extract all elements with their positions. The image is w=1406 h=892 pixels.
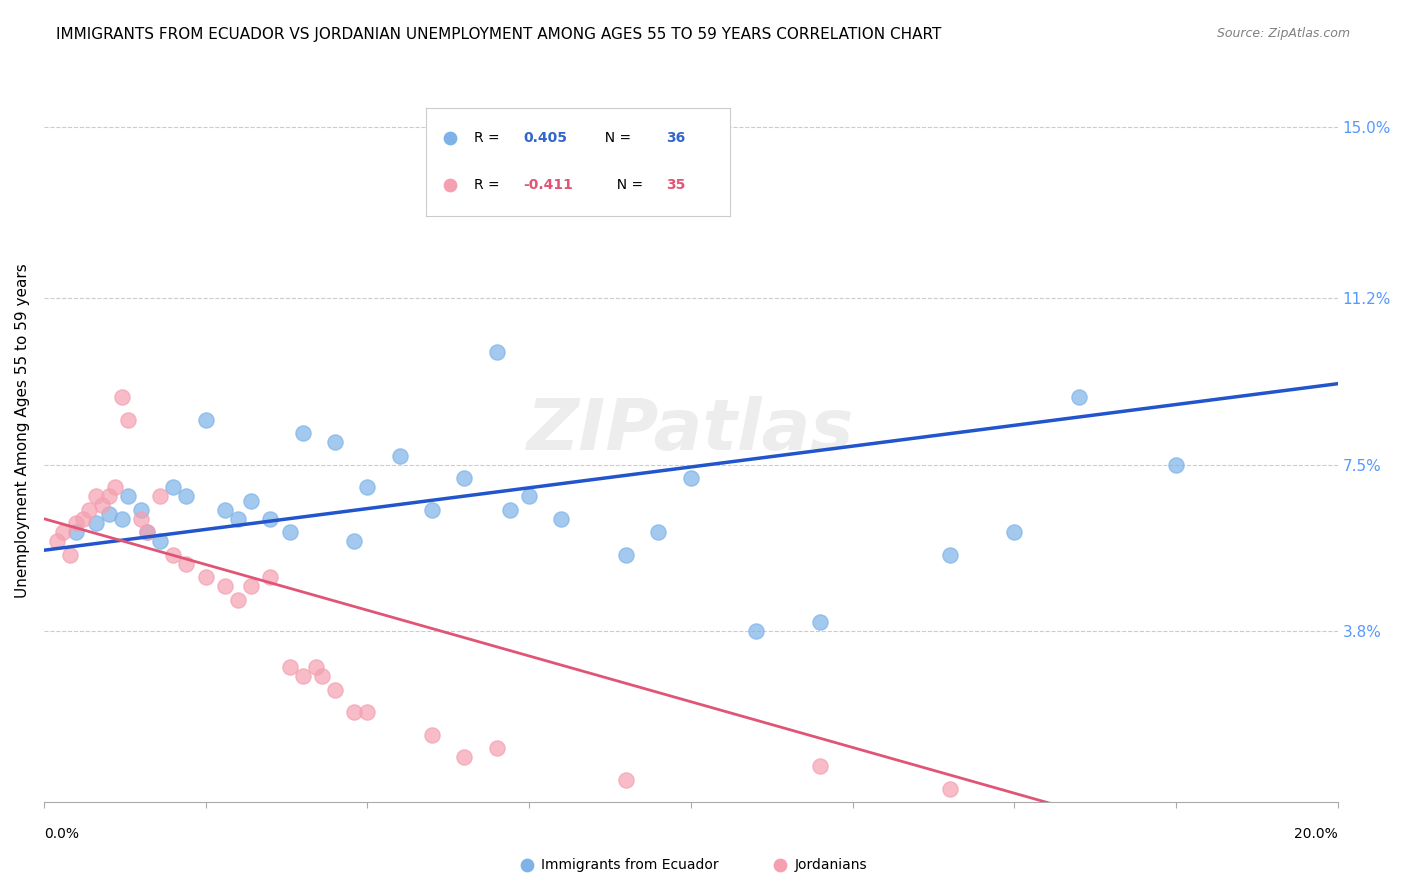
Point	[343, 706, 366, 720]
Point	[84, 516, 107, 531]
Point	[174, 557, 197, 571]
Point	[614, 548, 637, 562]
Text: Jordanians: Jordanians	[794, 858, 868, 872]
Point	[65, 525, 87, 540]
Point	[420, 728, 443, 742]
Point	[77, 502, 100, 516]
Point	[278, 660, 301, 674]
Point	[485, 741, 508, 756]
Point	[304, 660, 326, 674]
Point	[149, 489, 172, 503]
Point	[323, 435, 346, 450]
Point	[129, 512, 152, 526]
Point	[453, 471, 475, 485]
Point	[311, 669, 333, 683]
Point	[499, 502, 522, 516]
Point	[808, 759, 831, 773]
Point	[97, 507, 120, 521]
Point	[104, 480, 127, 494]
Point	[239, 579, 262, 593]
Point	[52, 525, 75, 540]
Point	[72, 512, 94, 526]
Point	[614, 772, 637, 787]
Point	[744, 624, 766, 639]
Point	[59, 548, 82, 562]
Text: Immigrants from Ecuador: Immigrants from Ecuador	[541, 858, 718, 872]
Point	[356, 480, 378, 494]
Point	[517, 489, 540, 503]
Text: 0.0%: 0.0%	[44, 827, 79, 841]
Point	[162, 548, 184, 562]
Point	[516, 858, 538, 872]
Point	[65, 516, 87, 531]
Point	[117, 489, 139, 503]
Text: ZIPatlas: ZIPatlas	[527, 396, 855, 466]
Point	[136, 525, 159, 540]
Point	[938, 548, 960, 562]
Point	[194, 570, 217, 584]
Point	[550, 512, 572, 526]
Point	[291, 426, 314, 441]
Point	[117, 413, 139, 427]
Point	[162, 480, 184, 494]
Point	[149, 534, 172, 549]
Point	[291, 669, 314, 683]
Point	[226, 512, 249, 526]
Y-axis label: Unemployment Among Ages 55 to 59 years: Unemployment Among Ages 55 to 59 years	[15, 263, 30, 599]
Point	[808, 615, 831, 630]
Point	[356, 706, 378, 720]
Point	[1002, 525, 1025, 540]
Point	[769, 858, 792, 872]
Point	[214, 502, 236, 516]
Point	[136, 525, 159, 540]
Point	[110, 390, 132, 404]
Point	[1164, 458, 1187, 472]
Point	[84, 489, 107, 503]
Point	[91, 498, 114, 512]
Point	[485, 345, 508, 359]
Point	[647, 525, 669, 540]
Point	[97, 489, 120, 503]
Point	[259, 570, 281, 584]
Point	[323, 682, 346, 697]
Point	[343, 534, 366, 549]
Point	[1067, 390, 1090, 404]
Point	[194, 413, 217, 427]
Point	[174, 489, 197, 503]
Point	[453, 750, 475, 764]
Point	[214, 579, 236, 593]
Point	[226, 592, 249, 607]
Point	[420, 502, 443, 516]
Point	[129, 502, 152, 516]
Text: IMMIGRANTS FROM ECUADOR VS JORDANIAN UNEMPLOYMENT AMONG AGES 55 TO 59 YEARS CORR: IMMIGRANTS FROM ECUADOR VS JORDANIAN UNE…	[56, 27, 942, 42]
Point	[110, 512, 132, 526]
Point	[679, 471, 702, 485]
Point	[45, 534, 67, 549]
Point	[938, 781, 960, 796]
Point	[388, 449, 411, 463]
Point	[259, 512, 281, 526]
Text: Source: ZipAtlas.com: Source: ZipAtlas.com	[1216, 27, 1350, 40]
Point	[278, 525, 301, 540]
Point	[239, 493, 262, 508]
Text: 20.0%: 20.0%	[1294, 827, 1337, 841]
